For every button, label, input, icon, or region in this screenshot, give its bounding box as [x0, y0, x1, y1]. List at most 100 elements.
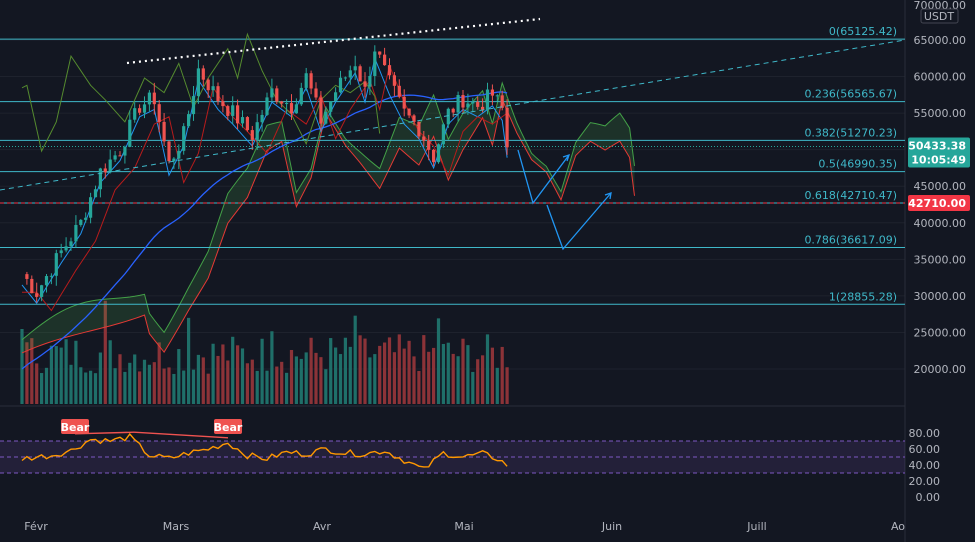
candle-body	[118, 155, 122, 157]
candle-body	[265, 97, 269, 115]
candle-body	[280, 101, 284, 104]
volume-bar	[255, 370, 259, 404]
candle-body	[500, 95, 504, 108]
volume-bar	[172, 373, 176, 404]
volume-bar	[427, 351, 431, 404]
candle-body	[211, 86, 215, 91]
volume-bar	[211, 343, 215, 404]
candle-body	[417, 121, 421, 137]
candle-body	[432, 149, 436, 163]
volume-bar	[378, 345, 382, 404]
bear-tag	[214, 419, 242, 434]
osc-tick-label: 0.00	[916, 491, 941, 504]
candle-body	[89, 197, 93, 218]
volume-bar	[289, 349, 294, 404]
candle-body	[123, 146, 127, 156]
candle-body	[206, 79, 210, 91]
arrow-head	[604, 192, 612, 200]
candle-body	[49, 275, 53, 277]
candle-body	[196, 68, 200, 97]
volume-bar	[456, 356, 460, 404]
fib-label: 1(28855.28)	[829, 290, 897, 303]
volume-bar	[20, 328, 24, 404]
time-axis[interactable]: Févr Mars Avr Mai Juin Juill Ao	[24, 520, 905, 533]
candle-body	[338, 77, 343, 93]
volume-bar	[294, 356, 298, 404]
volume-bar	[441, 343, 445, 404]
candle-body	[142, 104, 147, 113]
candle-body	[485, 89, 490, 110]
fib-label: 0.786(36617.09)	[804, 234, 897, 247]
volume-bar	[363, 338, 367, 404]
candle-body	[216, 86, 220, 102]
volume-bar	[471, 371, 475, 404]
fib-label: 0.618(42710.47)	[804, 189, 897, 202]
candle-body	[69, 241, 73, 247]
candle-body	[133, 108, 137, 120]
volume-bar	[319, 357, 323, 404]
volume-bar	[329, 338, 333, 404]
volume-bar	[358, 335, 362, 404]
cloud-fill	[22, 82, 635, 353]
volume-bar	[436, 318, 441, 404]
price-tick-label: 25000.00	[914, 326, 967, 339]
candle-body	[358, 66, 362, 82]
volume-bar	[485, 334, 490, 404]
candle-body	[368, 75, 372, 87]
volume-bar	[240, 348, 245, 404]
volume-bar	[461, 338, 465, 404]
volume-bar	[299, 358, 303, 404]
candle-body	[441, 124, 445, 145]
projection-path-1	[517, 149, 570, 205]
volume-bar	[30, 338, 34, 404]
oscillator-pane: Bear Bear	[0, 419, 905, 474]
volume-bar	[495, 367, 499, 404]
volume-bar	[89, 370, 93, 404]
candle-body	[392, 75, 396, 86]
candle-body	[422, 136, 426, 141]
time-tick-label: Mai	[454, 520, 473, 533]
current-price-label: 50433.38	[908, 139, 966, 152]
volume-bar	[245, 363, 249, 404]
volume-bar	[412, 356, 416, 404]
volume-bar	[402, 348, 406, 404]
price-axis[interactable]: 20000.00 25000.00 30000.00 35000.00 40000.00…	[908, 0, 970, 504]
volume-bar	[206, 373, 210, 404]
conversion-line	[21, 56, 508, 305]
candle-body	[314, 88, 318, 98]
candle-body	[309, 73, 313, 89]
candle-body	[44, 276, 49, 286]
candle-body	[456, 95, 460, 113]
candle-body	[436, 144, 441, 163]
candle-body	[476, 101, 480, 107]
price-tick-label: 65000.00	[914, 34, 967, 47]
candle-body	[490, 89, 494, 96]
volume-bar	[138, 371, 142, 404]
volume-bar	[64, 339, 68, 404]
candle-body	[172, 158, 176, 162]
candle-body	[182, 126, 186, 151]
candle-body	[378, 51, 382, 55]
fib-label: 0.5(46990.35)	[818, 158, 897, 171]
volume-bar	[133, 354, 137, 404]
grid	[0, 0, 906, 542]
candle-body	[407, 108, 411, 116]
candle-body	[162, 121, 166, 142]
osc-tick-label: 60.00	[909, 443, 941, 456]
candle-body	[481, 106, 485, 110]
volume-bar	[108, 340, 112, 404]
fib-label: 0.382(51270.23)	[804, 126, 897, 139]
volume-bar	[250, 359, 254, 404]
volume-bar	[231, 336, 235, 404]
osc-tick-label: 40.00	[909, 459, 941, 472]
volume-bar	[387, 337, 392, 404]
osc-tick-label: 20.00	[909, 475, 941, 488]
candle-body	[152, 92, 156, 105]
candle-body	[79, 219, 83, 225]
candle-body	[98, 168, 102, 190]
candle-body	[128, 119, 132, 147]
candle-body	[25, 274, 29, 279]
candle-body	[334, 92, 338, 102]
candle-body	[353, 66, 357, 71]
